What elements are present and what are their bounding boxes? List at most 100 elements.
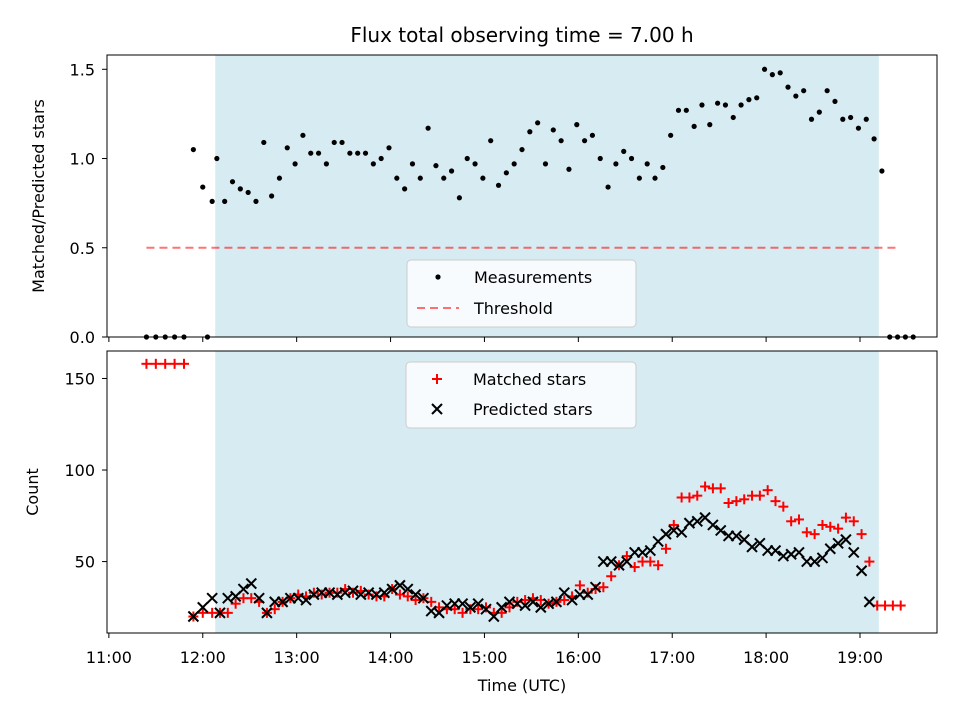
matched-point bbox=[653, 560, 664, 571]
x-axis-label: Time (UTC) bbox=[477, 676, 566, 695]
matched-point bbox=[895, 600, 906, 611]
y-tick-label: 0.0 bbox=[70, 328, 95, 347]
bottom-panel: 11:00 12:00 13:00 14:00 15:00 16:00 17:00 18:00… bbox=[23, 350, 938, 695]
measurement-point bbox=[644, 161, 650, 167]
measurement-point bbox=[394, 175, 400, 181]
predicted-point bbox=[848, 546, 860, 559]
matched-point bbox=[739, 494, 750, 505]
top-axes-frame bbox=[106, 54, 938, 338]
measurement-point bbox=[448, 168, 455, 174]
measurement-point bbox=[793, 93, 799, 99]
predicted-point bbox=[621, 555, 633, 568]
predicted-point bbox=[261, 607, 273, 619]
matched-point bbox=[574, 580, 585, 591]
measurement-point bbox=[863, 116, 869, 122]
top-legend: Measurements Threshold bbox=[406, 259, 637, 328]
legend-predicted-label: Predicted stars bbox=[473, 400, 593, 419]
measurement-point bbox=[589, 132, 596, 138]
matched-point bbox=[700, 481, 711, 492]
measurement-point bbox=[801, 88, 807, 94]
bottom-legend-box bbox=[405, 361, 637, 429]
matched-point bbox=[801, 527, 812, 538]
top-y-axis-label: Matched/Predicted stars bbox=[29, 99, 48, 293]
measurement-point bbox=[190, 146, 196, 153]
predicted-point bbox=[855, 565, 868, 577]
predicted-point bbox=[276, 596, 289, 608]
measurement-point bbox=[581, 138, 588, 144]
predicted-point bbox=[769, 544, 782, 557]
measurement-point bbox=[675, 107, 682, 113]
legend-matched-label: Matched stars bbox=[473, 370, 586, 389]
top-legend-box bbox=[406, 259, 637, 328]
x-tick-label: 15:00 bbox=[461, 648, 507, 667]
measurement-point bbox=[527, 129, 533, 135]
top-y-ticks: 0.0 0.5 1.0 1.5 bbox=[70, 60, 107, 347]
measurement-point bbox=[855, 125, 862, 131]
measurement-point bbox=[699, 102, 705, 108]
measurement-point bbox=[816, 109, 822, 115]
matched-point bbox=[332, 587, 343, 598]
matched-point bbox=[833, 523, 844, 534]
measurement-point bbox=[472, 161, 478, 167]
predicted-point bbox=[464, 601, 477, 614]
measurement-point bbox=[707, 122, 713, 128]
measurement-point bbox=[722, 102, 729, 108]
predicted-point bbox=[691, 515, 703, 528]
matched-point bbox=[809, 529, 820, 540]
measurement-point bbox=[715, 100, 721, 106]
measurement-point bbox=[339, 139, 345, 146]
measurement-point bbox=[808, 116, 815, 122]
predicted-point bbox=[527, 596, 539, 608]
matched-point bbox=[793, 514, 804, 525]
matched-point bbox=[660, 543, 671, 554]
predicted-point bbox=[402, 583, 414, 595]
matched-point bbox=[840, 512, 851, 523]
predicted-point bbox=[863, 596, 876, 608]
measurement-points bbox=[143, 66, 916, 340]
x-tick-label: 17:00 bbox=[649, 648, 695, 667]
matched-point bbox=[160, 358, 171, 369]
predicted-point bbox=[808, 555, 821, 568]
matched-point bbox=[645, 556, 656, 567]
measurement-point bbox=[261, 139, 267, 146]
matched-point bbox=[178, 358, 189, 369]
x-tick-label: 18:00 bbox=[743, 648, 789, 667]
measurement-point bbox=[433, 163, 439, 169]
measurement-point bbox=[200, 184, 206, 190]
predicted-point bbox=[214, 607, 226, 619]
measurement-point bbox=[315, 150, 322, 156]
matched-point bbox=[473, 604, 484, 615]
measurement-point bbox=[456, 195, 463, 201]
matched-point bbox=[762, 485, 773, 496]
measurement-point bbox=[222, 198, 228, 204]
measurement-point bbox=[378, 155, 384, 162]
matched-point bbox=[316, 589, 327, 600]
predicted-point bbox=[472, 597, 484, 610]
matched-point bbox=[817, 519, 828, 530]
measurement-point bbox=[214, 155, 220, 162]
y-tick-label: 150 bbox=[64, 369, 95, 388]
measurement-point bbox=[785, 84, 791, 90]
measurement-point bbox=[308, 150, 314, 156]
predicted-point bbox=[495, 601, 508, 614]
measurement-point bbox=[323, 161, 329, 167]
measurement-point bbox=[441, 175, 447, 181]
measurement-point bbox=[746, 97, 752, 103]
matched-point bbox=[856, 529, 867, 540]
matched-point bbox=[141, 358, 152, 369]
measurement-point bbox=[355, 150, 361, 156]
measurement-point bbox=[245, 189, 251, 196]
measurement-point bbox=[879, 168, 885, 174]
predicted-point bbox=[707, 519, 719, 531]
measurement-point bbox=[402, 186, 408, 192]
predicted-point bbox=[613, 559, 625, 571]
measurement-point bbox=[597, 155, 603, 162]
measurement-point bbox=[621, 148, 627, 154]
x-tick-label: 12:00 bbox=[180, 648, 226, 667]
matched-point bbox=[770, 496, 781, 507]
predicted-point bbox=[824, 543, 836, 555]
measurement-point bbox=[613, 161, 619, 167]
measurement-point bbox=[331, 139, 337, 146]
top-panel: 0.0 0.5 1.0 1.5 Matched/Predicted stars Mea… bbox=[29, 54, 938, 347]
matched-point bbox=[692, 490, 703, 501]
